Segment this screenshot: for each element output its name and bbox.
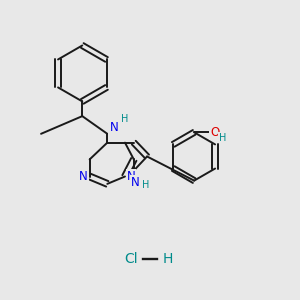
Text: N: N <box>110 121 118 134</box>
Text: H: H <box>121 114 128 124</box>
Text: N: N <box>127 170 135 183</box>
Text: H: H <box>219 133 226 142</box>
Text: N: N <box>80 170 88 183</box>
Text: H: H <box>142 180 149 190</box>
Text: H: H <box>163 252 173 266</box>
Text: O: O <box>210 126 219 139</box>
Text: Cl: Cl <box>124 252 138 266</box>
Text: N: N <box>131 176 140 189</box>
